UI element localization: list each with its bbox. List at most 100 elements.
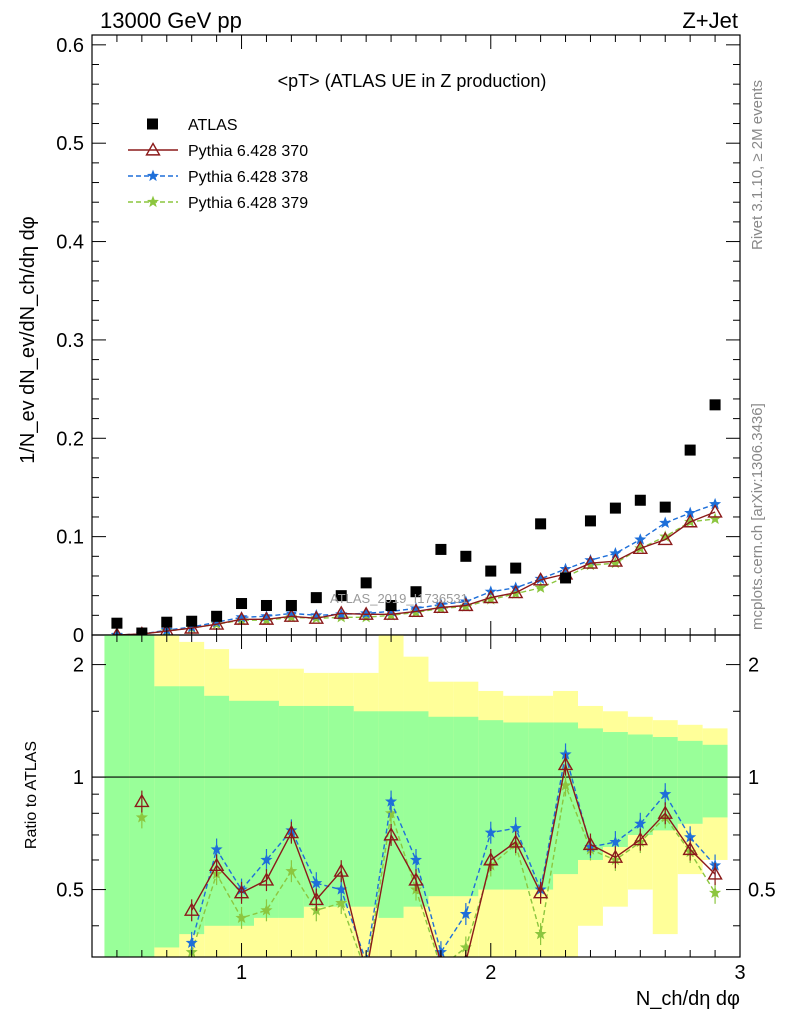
legend-entry: ATLAS [147, 117, 238, 134]
series-point [659, 516, 672, 528]
y-tick-label: 0.6 [56, 35, 84, 57]
ratio-point [260, 903, 273, 916]
series-point [258, 611, 275, 625]
atlas-data-point [385, 599, 397, 611]
series-point [358, 606, 374, 620]
atlas-data-point [161, 616, 173, 628]
ratio-line [191, 754, 716, 957]
series-point [383, 606, 399, 620]
green-band-bin [104, 635, 130, 957]
ratio-point [360, 966, 373, 977]
series-point [507, 584, 524, 599]
atlas-data-point [310, 592, 322, 604]
atlas-data-point [211, 610, 223, 622]
series-point [534, 581, 547, 593]
ratio-point [383, 827, 399, 841]
green-band-bin [179, 686, 205, 935]
ratio-point [634, 817, 647, 829]
legend-marker [146, 195, 160, 208]
ratio-point [534, 927, 547, 940]
series-point [283, 608, 300, 622]
series-point [682, 513, 698, 528]
atlas-data-point [410, 586, 422, 598]
series-point [160, 623, 174, 635]
ratio-line [191, 764, 716, 957]
atlas-data-point [435, 543, 447, 555]
series-line [116, 503, 716, 635]
ratio-point [408, 872, 424, 886]
series-point [483, 589, 499, 604]
ratio-point [384, 795, 398, 807]
ratio-point [409, 853, 423, 866]
ratio-point [335, 896, 348, 909]
atlas-data-point [659, 501, 671, 513]
series-point [333, 605, 349, 619]
ratio-point [185, 936, 198, 948]
green-band-bin [602, 732, 628, 847]
legend-label: Pythia 6.428 370 [188, 143, 308, 160]
legend-marker [145, 142, 161, 156]
ratio-point [310, 876, 323, 889]
ratio-point [609, 835, 622, 848]
atlas-data-point [460, 550, 472, 562]
y-axis-label-main: 1/N_ev dN_ev/dN_ch/dη dφ [17, 216, 39, 464]
series-point [609, 547, 622, 559]
ratio-point [483, 852, 499, 866]
ratio-point [235, 911, 248, 923]
ratio-panel: 0.5 0.5 1 1 2 2 1 2 3 [56, 35, 776, 984]
site-label: mcplots.cern.ch [arXiv:1306.3436] [749, 403, 766, 630]
mc-series [110, 497, 722, 635]
legend-entry: Pythia 6.428 379 [128, 195, 308, 212]
uncertainty-bands [104, 635, 728, 957]
ratio-y-tick-label-right: 2 [748, 655, 759, 677]
green-band-bin [677, 740, 703, 824]
y-tick-label: 0.5 [56, 133, 84, 155]
ratio-point [260, 853, 273, 866]
energy-label: 13000 GeV pp [100, 8, 242, 33]
analysis-watermark: ATLAS_2019_I1736531 [330, 591, 468, 606]
plot-title: <pT> (ATLAS UE in Z production) [278, 71, 547, 91]
y-tick-label: 0.2 [56, 428, 84, 450]
rivet-label: Rivet 3.1.10, ≥ 2M events [749, 80, 766, 250]
ratio-point [365, 955, 367, 957]
ratio-point [632, 831, 649, 846]
legend-marker [146, 169, 160, 182]
series-point [408, 603, 424, 617]
y-tick-label: 0.1 [56, 527, 84, 549]
series-point [308, 610, 325, 624]
ratio-point [333, 863, 349, 877]
ratio-point [134, 793, 150, 808]
atlas-data-point [684, 444, 696, 456]
series-point [657, 531, 673, 546]
ratio-point [507, 834, 524, 848]
green-band-bin [453, 716, 479, 897]
series-point [632, 540, 649, 555]
main-panel: 0 0.1 0.2 0.3 0.4 0.5 0.6 [56, 34, 741, 647]
ratio-point [607, 849, 624, 863]
y-tick-label: 0.4 [56, 232, 84, 254]
ratio-point [208, 857, 225, 872]
atlas-data-point [609, 502, 621, 514]
ratio-point [707, 866, 723, 880]
ratio-point [258, 872, 275, 886]
legend-entry: Pythia 6.428 378 [128, 169, 308, 186]
legend-label: Pythia 6.428 378 [188, 169, 308, 186]
x-tick-label: 3 [734, 962, 745, 984]
mc-series [112, 504, 723, 635]
x-axis-label: N_ch/dη dφ [636, 988, 740, 1010]
ratio-point [532, 884, 549, 899]
ratio-y-tick-label-right: 0.5 [748, 880, 776, 902]
y-axis-label-ratio: Ratio to ATLAS [23, 741, 40, 849]
ratio-series [134, 753, 723, 977]
series-point [607, 553, 624, 567]
series-point [458, 597, 474, 612]
atlas-data-point [510, 562, 522, 574]
ratio-y-tick-label-right: 1 [748, 767, 759, 789]
series-point [708, 512, 722, 525]
process-label: Z+Jet [682, 8, 738, 33]
atlas-data-point [535, 518, 547, 530]
ratio-y-tick-label: 2 [73, 655, 84, 677]
legend: ATLAS Pythia 6.428 370 Pythia 6.428 378 Pyt… [128, 117, 308, 212]
x-tick-label: 1 [236, 962, 247, 984]
